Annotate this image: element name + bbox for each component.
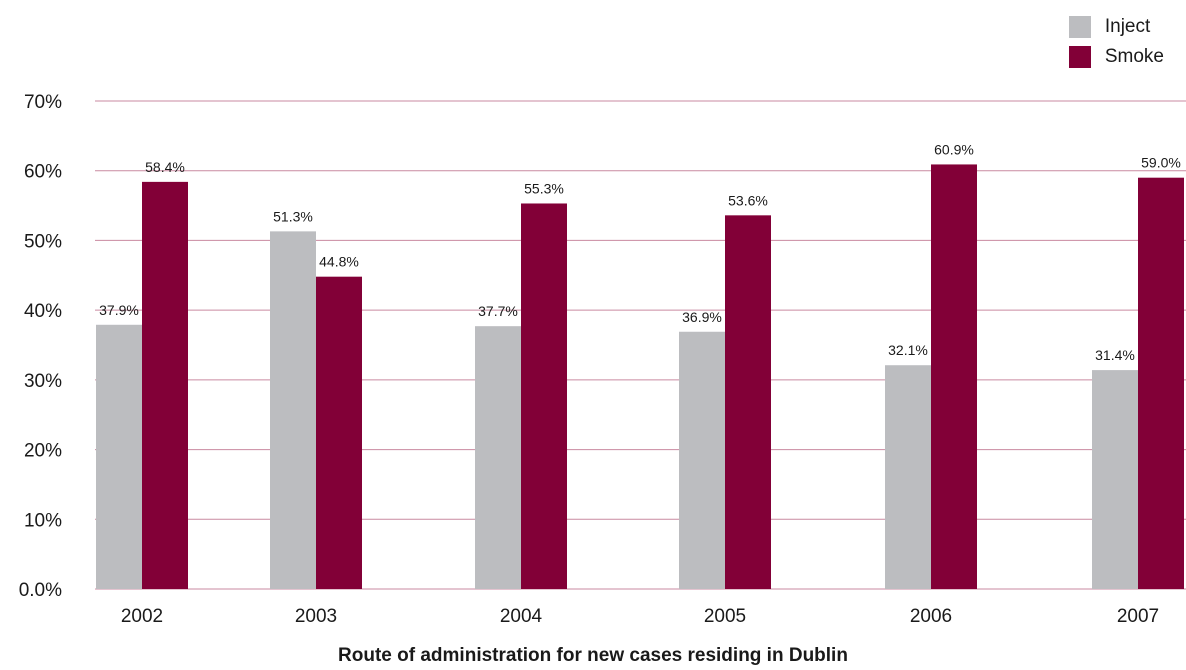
bar-smoke (725, 215, 771, 589)
data-label-smoke: 53.6% (728, 192, 768, 208)
data-label-inject: 32.1% (888, 342, 928, 358)
bar-inject (270, 231, 316, 589)
x-tick-label: 2004 (500, 606, 543, 627)
data-label-smoke: 59.0% (1141, 155, 1181, 171)
bar-smoke (521, 203, 567, 590)
x-tick-label: 2002 (121, 606, 163, 627)
y-tick-label: 70% (24, 92, 62, 113)
y-tick-label: 20% (24, 441, 62, 462)
bar-smoke (1138, 177, 1184, 589)
data-label-inject: 31.4% (1095, 347, 1135, 363)
bar-inject (885, 365, 931, 589)
y-tick-label: 10% (24, 510, 62, 531)
data-label-inject: 51.3% (273, 208, 313, 224)
bar-smoke (316, 276, 362, 589)
bar-inject (679, 331, 725, 589)
chart-legend: Inject Smoke (1068, 12, 1164, 72)
y-tick-label: 0.0% (19, 580, 62, 601)
data-label-inject: 37.9% (99, 302, 139, 318)
data-label-inject: 36.9% (682, 309, 722, 325)
bar-inject (96, 324, 142, 589)
bar-smoke (142, 181, 188, 589)
data-label-inject: 37.7% (478, 303, 518, 319)
legend-item-inject: Inject (1068, 12, 1164, 42)
x-tick-label: 2005 (704, 606, 746, 627)
y-tick-label: 50% (24, 231, 62, 252)
x-tick-label: 2007 (1117, 606, 1159, 627)
x-tick-label: 2003 (295, 606, 337, 627)
legend-label-inject: Inject (1104, 16, 1151, 37)
bar-inject (475, 326, 521, 589)
bar-inject (1092, 370, 1138, 589)
x-axis-label: Route of administration for new cases re… (338, 645, 848, 666)
legend-item-smoke: Smoke (1068, 42, 1164, 72)
legend-label-smoke: Smoke (1104, 46, 1164, 67)
y-tick-label: 60% (24, 162, 62, 183)
x-tick-label: 2006 (910, 606, 952, 627)
data-label-smoke: 55.3% (524, 180, 564, 196)
legend-swatch-smoke (1068, 46, 1091, 68)
data-label-smoke: 44.8% (319, 254, 359, 270)
y-tick-label: 30% (24, 371, 62, 392)
bar-smoke (931, 164, 977, 589)
y-tick-label: 40% (24, 301, 62, 322)
legend-swatch-inject (1068, 16, 1091, 38)
data-label-smoke: 58.4% (145, 159, 185, 175)
data-label-smoke: 60.9% (934, 141, 974, 157)
